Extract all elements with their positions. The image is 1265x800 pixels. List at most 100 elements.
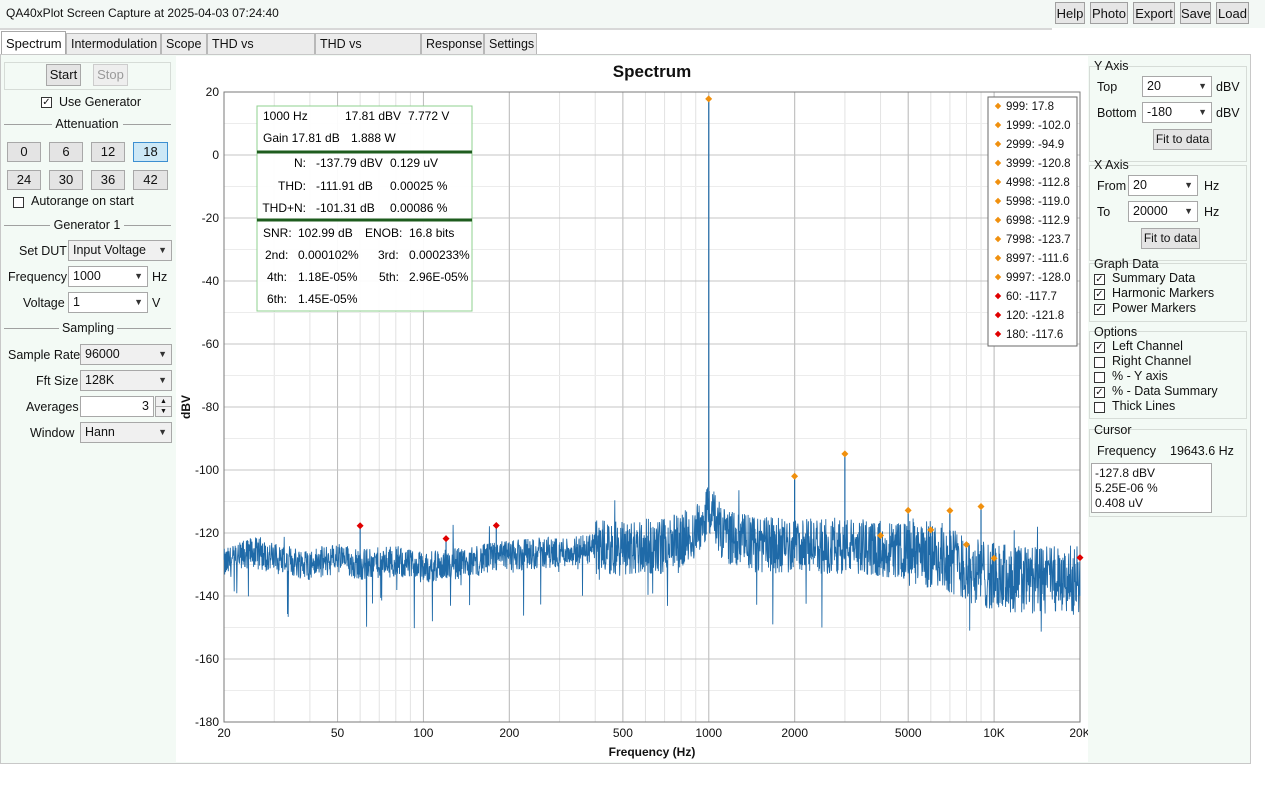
set-dut-label: Set DUT xyxy=(19,244,67,258)
photo-button[interactable]: Photo xyxy=(1090,2,1128,24)
summary-frequency: 1000 Hz xyxy=(263,109,308,123)
tab-spectrum[interactable]: Spectrum xyxy=(1,31,66,55)
summary-data-checkbox[interactable]: ✓ xyxy=(1094,274,1105,285)
harmonic-marker[interactable] xyxy=(705,95,713,103)
attenuation-30-button[interactable]: 30 xyxy=(49,170,83,190)
from-input[interactable]: 20 ▼ xyxy=(1128,175,1198,196)
summary-snr-value: 102.99 dB xyxy=(298,226,353,240)
stop-button[interactable]: Stop xyxy=(93,64,128,86)
y-tick-label: -180 xyxy=(195,715,219,729)
attenuation-24-button[interactable]: 24 xyxy=(7,170,41,190)
percent-data-summary-checkbox[interactable]: ✓ xyxy=(1094,387,1105,398)
thick-lines-label: Thick Lines xyxy=(1112,399,1176,413)
frequency-value: 1000 xyxy=(73,269,101,283)
power-marker[interactable] xyxy=(442,535,450,543)
harmonic-marker[interactable] xyxy=(946,507,954,515)
legend-marker-icon xyxy=(994,216,1002,224)
use-generator-checkbox[interactable]: ✓ xyxy=(41,97,52,108)
spectrum-chart[interactable]: 200-20-40-60-80-100-120-140-160-180 20 50… xyxy=(176,56,1091,762)
tab-settings[interactable]: Settings xyxy=(484,33,537,54)
chevron-down-icon: ▼ xyxy=(1184,206,1193,216)
set-dut-select[interactable]: Input Voltage ▼ xyxy=(68,240,172,261)
harmonic-marker[interactable] xyxy=(927,526,935,534)
to-value: 20000 xyxy=(1133,204,1168,218)
to-unit: Hz xyxy=(1204,205,1220,219)
chevron-down-icon: ▼ xyxy=(1198,107,1207,117)
power-marker[interactable] xyxy=(1076,554,1084,562)
divider xyxy=(124,225,171,226)
tab-response[interactable]: Response xyxy=(421,33,484,54)
percent-y-axis-checkbox[interactable] xyxy=(1094,372,1105,383)
run-group xyxy=(4,62,171,90)
thick-lines-checkbox[interactable] xyxy=(1094,402,1105,413)
power-markers-checkbox[interactable]: ✓ xyxy=(1094,304,1105,315)
harmonic-marker[interactable] xyxy=(791,472,799,480)
top-label: Top xyxy=(1097,80,1118,94)
summary-h2-label: 2nd: xyxy=(265,248,288,262)
harmonic-marker[interactable] xyxy=(877,532,885,540)
legend-entry: 999: 17.8 xyxy=(1006,101,1054,113)
stepper-up-icon[interactable]: ▲ xyxy=(156,397,171,407)
averages-stepper[interactable]: ▲ ▼ xyxy=(155,396,172,417)
attenuation-42-button[interactable]: 42 xyxy=(133,170,168,190)
harmonic-markers-checkbox[interactable]: ✓ xyxy=(1094,289,1105,300)
y-tick-label: -60 xyxy=(202,337,220,351)
attenuation-6-button[interactable]: 6 xyxy=(49,142,83,162)
window-value: Hann xyxy=(85,425,115,439)
averages-input[interactable]: 3 xyxy=(80,396,154,417)
percent-y-axis-label: % - Y axis xyxy=(1112,369,1168,383)
fft-size-select[interactable]: 128K ▼ xyxy=(80,370,172,391)
voltage-unit: V xyxy=(152,296,161,310)
save-button[interactable]: Save xyxy=(1180,2,1211,24)
load-button[interactable]: Load xyxy=(1216,2,1249,24)
attenuation-heading: Attenuation xyxy=(55,117,119,131)
tab-intermodulation[interactable]: Intermodulation xyxy=(66,33,161,54)
voltage-input[interactable]: 1 ▼ xyxy=(68,292,148,313)
chevron-down-icon: ▼ xyxy=(1198,81,1207,91)
legend-marker-icon xyxy=(994,121,1002,129)
stepper-down-icon[interactable]: ▼ xyxy=(160,408,167,415)
attenuation-36-button[interactable]: 36 xyxy=(91,170,125,190)
harmonic-marker[interactable] xyxy=(904,506,912,514)
legend-marker-icon xyxy=(994,140,1002,148)
harmonic-marker[interactable] xyxy=(962,541,970,549)
legend-entry: 2999: -94.9 xyxy=(1006,139,1064,151)
tab-thd-vs-frequency[interactable]: THD vs Frequency xyxy=(207,33,315,71)
window-select[interactable]: Hann ▼ xyxy=(80,422,172,443)
power-marker[interactable] xyxy=(356,522,364,530)
left-channel-checkbox[interactable]: ✓ xyxy=(1094,342,1105,353)
help-button[interactable]: Help xyxy=(1055,2,1085,24)
summary-snr-label: SNR: xyxy=(263,226,292,240)
tab-thd-vs-amplitude[interactable]: THD vs Amplitude xyxy=(315,33,421,71)
frequency-input[interactable]: 1000 ▼ xyxy=(68,266,148,287)
y-fit-to-data-button[interactable]: Fit to data xyxy=(1153,129,1212,150)
harmonic-marker[interactable] xyxy=(841,450,849,458)
x-fit-to-data-button[interactable]: Fit to data xyxy=(1141,228,1200,249)
to-input[interactable]: 20000 ▼ xyxy=(1128,201,1198,222)
top-input[interactable]: 20 ▼ xyxy=(1142,76,1212,97)
sample-rate-select[interactable]: 96000 ▼ xyxy=(80,344,172,365)
attenuation-12-button[interactable]: 12 xyxy=(91,142,125,162)
export-button[interactable]: Export xyxy=(1133,2,1175,24)
harmonic-marker[interactable] xyxy=(977,503,985,511)
attenuation-0-button[interactable]: 0 xyxy=(7,142,41,162)
bottom-input[interactable]: -180 ▼ xyxy=(1142,102,1212,123)
bottom-unit: dBV xyxy=(1216,106,1240,120)
attenuation-18-button[interactable]: 18 xyxy=(133,142,168,162)
from-label: From xyxy=(1097,179,1127,193)
start-button[interactable]: Start xyxy=(46,64,81,86)
y-tick-label: -140 xyxy=(195,589,219,603)
fft-size-label: Fft Size xyxy=(36,374,79,388)
harmonic-marker[interactable] xyxy=(990,554,998,562)
y-tick-label: 0 xyxy=(212,148,219,162)
tab-scope[interactable]: Scope xyxy=(161,33,207,54)
right-channel-checkbox[interactable] xyxy=(1094,357,1105,368)
graph-data-group xyxy=(1089,263,1247,322)
y-tick-label: -20 xyxy=(202,211,220,225)
legend-entry: 5998: -119.0 xyxy=(1006,196,1070,208)
power-marker[interactable] xyxy=(492,521,500,529)
summary-thd-pct: 0.00025 % xyxy=(390,179,448,193)
legend-marker-icon xyxy=(994,235,1002,243)
plot-area[interactable]: 20 0 -20 -40 -60 -80 -100 -120 -140 -160 -180 20 50… xyxy=(176,56,1091,762)
autorange-checkbox[interactable] xyxy=(13,197,24,208)
